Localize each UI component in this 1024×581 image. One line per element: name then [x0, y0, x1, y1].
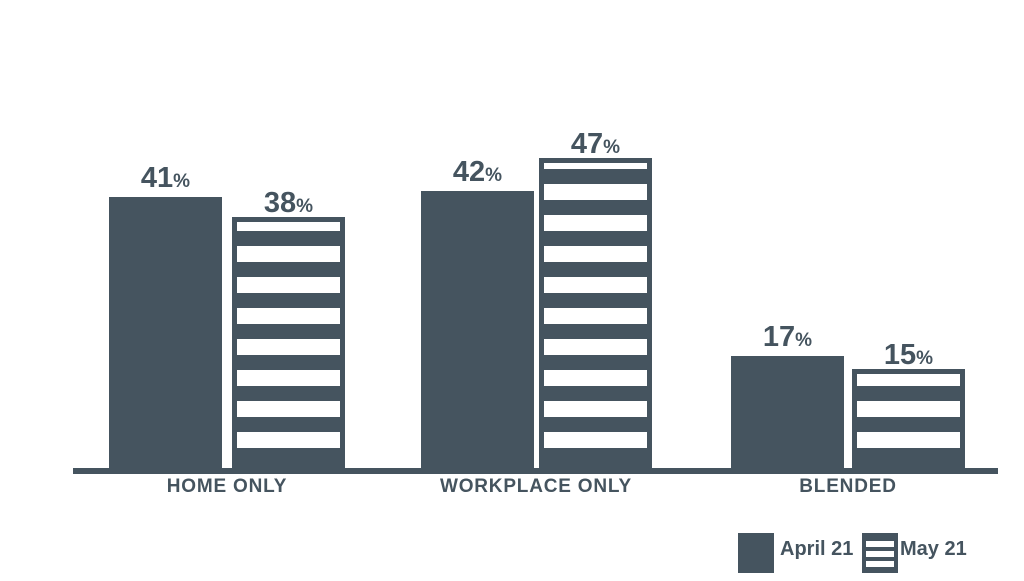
value-number: 17 [762, 321, 796, 353]
bar-may-21-blended: 15% [852, 341, 965, 468]
bar-may-21-home-only: 38% [232, 189, 345, 468]
value-suffix: % [485, 165, 503, 186]
value-number: 38 [263, 187, 297, 219]
category-label-blended: BLENDED [799, 476, 897, 497]
legend-label-may-21: May 21 [900, 538, 967, 560]
value-label-may-21-home-only: 38% [264, 189, 313, 218]
value-label-may-21-blended: 15% [884, 341, 933, 370]
value-number: 41 [140, 162, 174, 194]
legend-swatch-april-21 [738, 533, 774, 573]
legend-label-april-21: April 21 [780, 538, 854, 560]
value-suffix: % [296, 196, 314, 217]
value-label-april-21-blended: 17% [763, 323, 812, 352]
x-axis-line [73, 468, 998, 474]
bar-april-21-home-only: 41% [109, 164, 222, 468]
bar-april-21-blended: 17% [731, 323, 844, 468]
value-label-may-21-workplace-only: 47% [571, 130, 620, 159]
value-label-april-21-home-only: 41% [141, 164, 190, 193]
value-suffix: % [603, 137, 621, 158]
value-suffix: % [916, 348, 934, 369]
category-label-home-only: HOME ONLY [166, 476, 288, 497]
value-number: 47 [570, 128, 604, 160]
value-suffix: % [795, 330, 813, 351]
legend-swatch-may-21 [862, 533, 898, 573]
value-number: 15 [883, 339, 917, 371]
bar-april-21-workplace-only: 42% [421, 158, 534, 468]
category-label-workplace-only: WORKPLACE ONLY [439, 476, 633, 497]
value-number: 42 [452, 156, 486, 188]
bar-may-21-workplace-only: 47% [539, 130, 652, 468]
value-label-april-21-workplace-only: 42% [453, 158, 502, 187]
value-suffix: % [173, 171, 191, 192]
